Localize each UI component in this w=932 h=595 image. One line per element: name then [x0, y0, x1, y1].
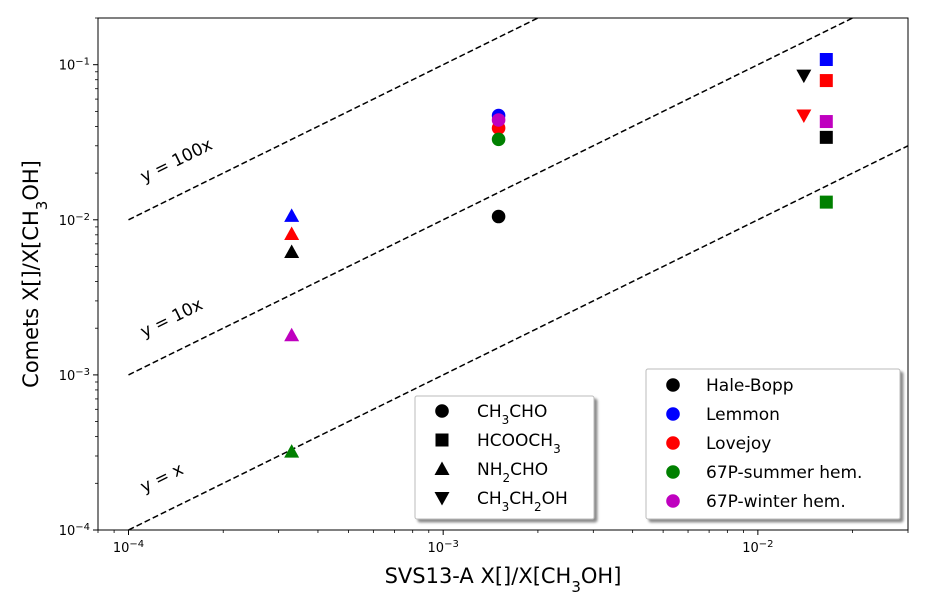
reference-line	[128, 18, 855, 376]
data-points	[284, 53, 833, 458]
legend-comet-marker	[666, 465, 680, 479]
reference-line-label: y = 100x	[137, 135, 215, 187]
data-point	[819, 74, 833, 88]
y-tick-label: 10−3	[59, 366, 90, 384]
reference-lines	[128, 18, 908, 530]
legend-marker-triangle-up	[434, 461, 450, 475]
legend-comet-label: Hale-Bopp	[706, 376, 794, 396]
legend-marker-circle	[435, 404, 449, 418]
legend-marker-square	[435, 433, 449, 447]
data-point	[819, 115, 833, 129]
reference-line-labels: y = 100x y = 10x y = x	[137, 135, 215, 497]
legend-molecule-label: HCOOCH3	[477, 431, 561, 456]
legend-comet-marker	[666, 407, 680, 421]
reference-line	[128, 18, 540, 221]
data-point	[491, 132, 506, 147]
x-tick-label: 10−2	[742, 539, 773, 557]
reference-line	[128, 145, 908, 530]
x-axis-label: SVS13-A X[]/X[CH3OH]	[385, 564, 622, 595]
data-point	[284, 226, 300, 240]
legend-molecule-label: NH2CHO	[477, 460, 548, 485]
y-axis-label: Comets X[]/X[CH3OH]	[19, 160, 51, 388]
legend-molecule-label: CH3CHO	[477, 402, 547, 427]
reference-line-label: y = 10x	[137, 295, 206, 342]
legend-comet-label: 67P-summer hem.	[706, 463, 862, 483]
data-point	[491, 113, 506, 127]
legend-comet-marker	[666, 436, 680, 450]
data-point	[284, 444, 300, 458]
y-tick-label: 10−1	[59, 56, 90, 74]
data-point	[284, 208, 300, 222]
data-point	[819, 195, 833, 209]
data-point	[819, 53, 833, 67]
data-point	[796, 69, 812, 84]
x-axis-ticks: 10−4 10−3 10−2	[97, 530, 909, 557]
legend-comet-label: 67P-winter hem.	[706, 492, 846, 512]
plot-frame	[97, 17, 909, 531]
data-point	[491, 209, 506, 224]
y-axis-ticks: 10−4 10−3 10−2 10−1	[59, 17, 98, 540]
legend-molecules: CH3CHO HCOOCH3 NH2CHO CH3CH2OH	[414, 395, 595, 520]
legend-marker-triangle-down	[434, 492, 450, 506]
legend-comet-marker	[666, 378, 680, 392]
legend-molecules-box	[414, 395, 595, 520]
data-point	[284, 327, 300, 342]
reference-line-label: y = x	[137, 459, 186, 497]
legend-comets-box	[645, 368, 901, 520]
data-point	[796, 109, 812, 124]
legend-comet-marker	[666, 494, 680, 508]
legend-comet-label: Lemmon	[706, 405, 780, 425]
x-tick-label: 10−4	[113, 539, 144, 557]
legend-molecule-label: CH3CH2OH	[477, 489, 568, 514]
data-point	[819, 130, 833, 144]
x-tick-label: 10−3	[428, 539, 459, 557]
y-tick-label: 10−4	[59, 522, 90, 540]
data-point	[284, 244, 300, 258]
legend-comets: Hale-Bopp Lemmon Lovejoy 67P-summer hem. 67P…	[645, 368, 901, 520]
legend-comet-label: Lovejoy	[706, 434, 771, 454]
y-tick-label: 10−2	[59, 211, 90, 229]
